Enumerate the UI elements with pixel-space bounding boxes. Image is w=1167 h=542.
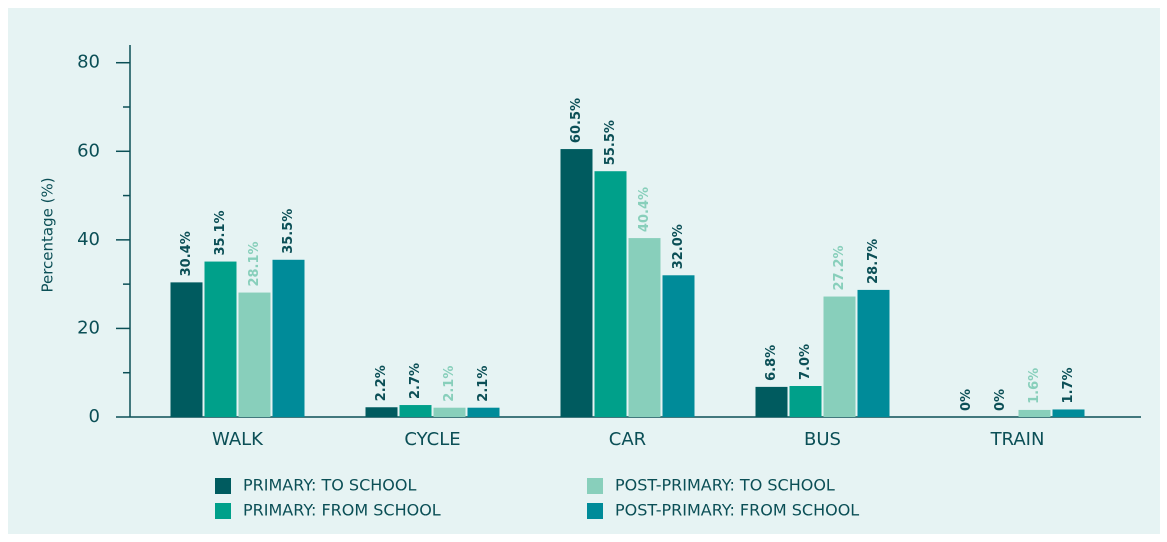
legend-swatch [587, 478, 603, 494]
value-label: 7.0% [798, 344, 813, 380]
x-tick-label: CYCLE [404, 429, 460, 450]
legend-swatch [215, 503, 231, 519]
value-label: 6.8% [764, 345, 779, 381]
bar [789, 386, 822, 417]
value-label: 28.1% [247, 241, 262, 286]
y-axis-label: Percentage (%) [39, 177, 57, 292]
x-tick-label: CAR [609, 429, 646, 450]
value-label: 40.4% [637, 187, 652, 232]
value-label: 0% [993, 389, 1008, 411]
bar [433, 407, 466, 417]
bar [560, 149, 593, 418]
bar [170, 282, 203, 417]
value-label: 1.6% [1027, 368, 1042, 404]
bar [594, 171, 627, 417]
value-label: 2.2% [374, 365, 389, 401]
value-label: 0% [959, 389, 974, 411]
bar [1018, 409, 1051, 417]
legend-label: PRIMARY: FROM SCHOOL [243, 501, 441, 520]
y-tick-label: 20 [77, 317, 100, 338]
value-label: 28.7% [866, 239, 881, 284]
y-tick-label: 0 [89, 406, 100, 427]
value-label: 2.1% [476, 366, 491, 402]
bar [823, 296, 856, 417]
bar [399, 405, 432, 417]
bar [238, 292, 271, 417]
bar [204, 261, 237, 417]
x-tick-label: BUS [804, 429, 841, 450]
bar [467, 407, 500, 417]
bar [272, 259, 305, 417]
bar [662, 275, 695, 417]
value-label: 1.7% [1061, 367, 1076, 403]
bar [857, 289, 890, 417]
value-label: 35.5% [281, 209, 296, 254]
value-label: 27.2% [832, 245, 847, 290]
value-label: 60.5% [569, 98, 584, 143]
value-label: 55.5% [603, 120, 618, 165]
y-tick-label: 40 [77, 229, 100, 250]
bar [755, 386, 788, 417]
value-label: 2.1% [442, 366, 457, 402]
legend-label: POST-PRIMARY: FROM SCHOOL [615, 501, 859, 520]
value-label: 2.7% [408, 363, 423, 399]
legend-label: POST-PRIMARY: TO SCHOOL [615, 476, 835, 495]
y-tick-label: 60 [77, 140, 100, 161]
bar [1052, 409, 1085, 417]
x-tick-label: WALK [212, 429, 264, 450]
value-label: 30.4% [179, 231, 194, 276]
legend-swatch [215, 478, 231, 494]
value-label: 32.0% [671, 224, 686, 269]
bar [365, 407, 398, 417]
bar [628, 238, 661, 417]
x-tick-label: TRAIN [990, 429, 1045, 450]
value-label: 35.1% [213, 210, 228, 255]
legend-label: PRIMARY: TO SCHOOL [243, 476, 416, 495]
y-tick-label: 80 [77, 52, 100, 73]
legend-swatch [587, 503, 603, 519]
